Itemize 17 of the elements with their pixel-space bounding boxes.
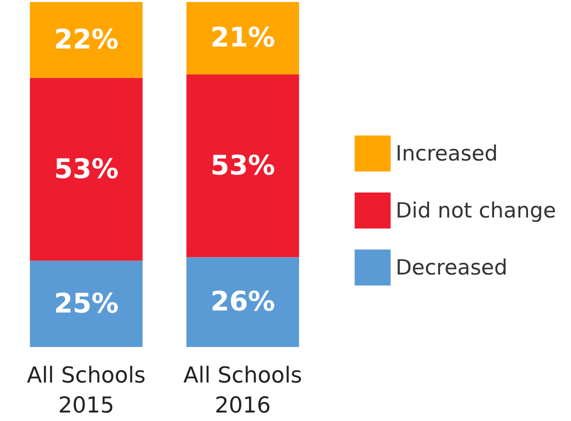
bar (30, 2, 143, 78)
bar (30, 78, 143, 261)
legend-label: Decreased (396, 256, 508, 280)
legend-label: Did not change (396, 198, 556, 222)
data-label: 53% (54, 154, 119, 185)
data-label: 26% (210, 286, 276, 318)
x-tick-label: All Schools 2015 (26, 364, 146, 418)
bar (186, 74, 300, 258)
data-label: 53% (210, 150, 276, 182)
x-tick-label: All Schools 2016 (183, 364, 302, 418)
data-label: 22% (54, 24, 119, 56)
bar (186, 2, 300, 74)
data-label: 25% (54, 288, 119, 320)
legend-label: Increased (396, 142, 498, 166)
bar (186, 257, 300, 347)
data-label: 21% (210, 22, 276, 54)
bar (30, 260, 143, 347)
